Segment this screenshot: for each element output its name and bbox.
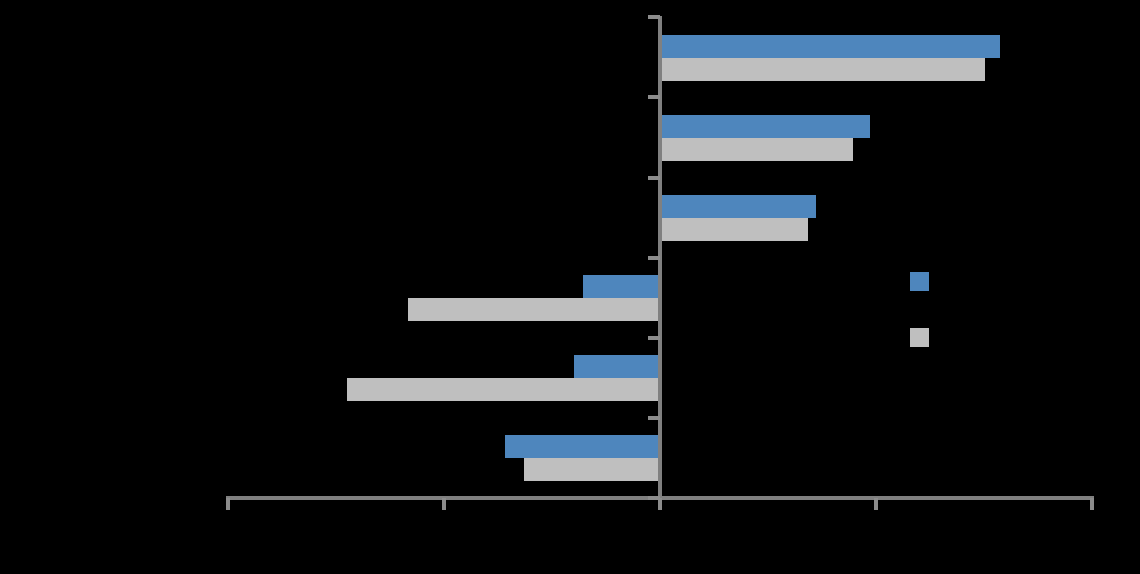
category-axis-tick-4 bbox=[648, 256, 660, 260]
bar-blue-series-row-4 bbox=[583, 275, 660, 298]
category-axis-tick-3 bbox=[648, 176, 660, 180]
legend-swatch-gray-series bbox=[910, 328, 929, 347]
bar-gray-series-row-2 bbox=[660, 138, 853, 161]
bar-blue-series-row-3 bbox=[660, 195, 816, 218]
bar-gray-series-row-1 bbox=[660, 58, 985, 81]
value-axis-tick-2 bbox=[442, 498, 446, 510]
category-axis-tick-2 bbox=[648, 95, 660, 99]
category-axis-tick-6 bbox=[648, 416, 660, 420]
bar-gray-series-row-4 bbox=[408, 298, 660, 321]
value-axis-tick-4 bbox=[874, 498, 878, 510]
bar-gray-series-row-6 bbox=[524, 458, 660, 481]
bar-blue-series-row-2 bbox=[660, 115, 870, 138]
category-axis-tick-7 bbox=[648, 496, 660, 500]
legend-swatch-blue-series bbox=[910, 272, 929, 291]
category-axis-tick-1 bbox=[648, 15, 660, 19]
value-axis-tick-1 bbox=[226, 498, 230, 510]
bar-gray-series-row-5 bbox=[347, 378, 660, 401]
bar-blue-series-row-1 bbox=[660, 35, 1000, 58]
value-axis-tick-3 bbox=[658, 498, 662, 510]
category-axis-line bbox=[658, 16, 662, 500]
bar-blue-series-row-5 bbox=[574, 355, 660, 378]
bar-blue-series-row-6 bbox=[505, 435, 660, 458]
category-axis-tick-5 bbox=[648, 336, 660, 340]
value-axis-tick-5 bbox=[1090, 498, 1094, 510]
bar-gray-series-row-3 bbox=[660, 218, 808, 241]
